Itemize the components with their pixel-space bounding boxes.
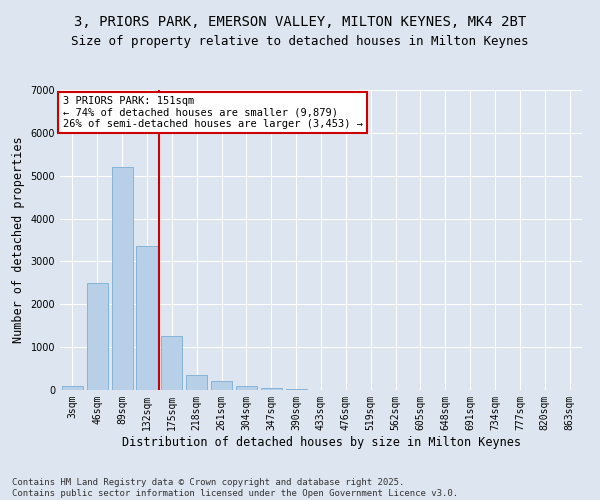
Text: 3 PRIORS PARK: 151sqm
← 74% of detached houses are smaller (9,879)
26% of semi-d: 3 PRIORS PARK: 151sqm ← 74% of detached … bbox=[62, 96, 362, 129]
Bar bbox=[236, 386, 257, 390]
Bar bbox=[112, 167, 133, 390]
Bar bbox=[136, 246, 158, 390]
Bar bbox=[261, 388, 282, 390]
Text: 3, PRIORS PARK, EMERSON VALLEY, MILTON KEYNES, MK4 2BT: 3, PRIORS PARK, EMERSON VALLEY, MILTON K… bbox=[74, 15, 526, 29]
Bar bbox=[62, 386, 83, 390]
Text: Contains HM Land Registry data © Crown copyright and database right 2025.
Contai: Contains HM Land Registry data © Crown c… bbox=[12, 478, 458, 498]
Bar bbox=[186, 375, 207, 390]
X-axis label: Distribution of detached houses by size in Milton Keynes: Distribution of detached houses by size … bbox=[121, 436, 521, 448]
Bar bbox=[211, 382, 232, 390]
Bar bbox=[286, 389, 307, 390]
Bar bbox=[87, 283, 108, 390]
Bar bbox=[161, 336, 182, 390]
Text: Size of property relative to detached houses in Milton Keynes: Size of property relative to detached ho… bbox=[71, 35, 529, 48]
Y-axis label: Number of detached properties: Number of detached properties bbox=[12, 136, 25, 344]
